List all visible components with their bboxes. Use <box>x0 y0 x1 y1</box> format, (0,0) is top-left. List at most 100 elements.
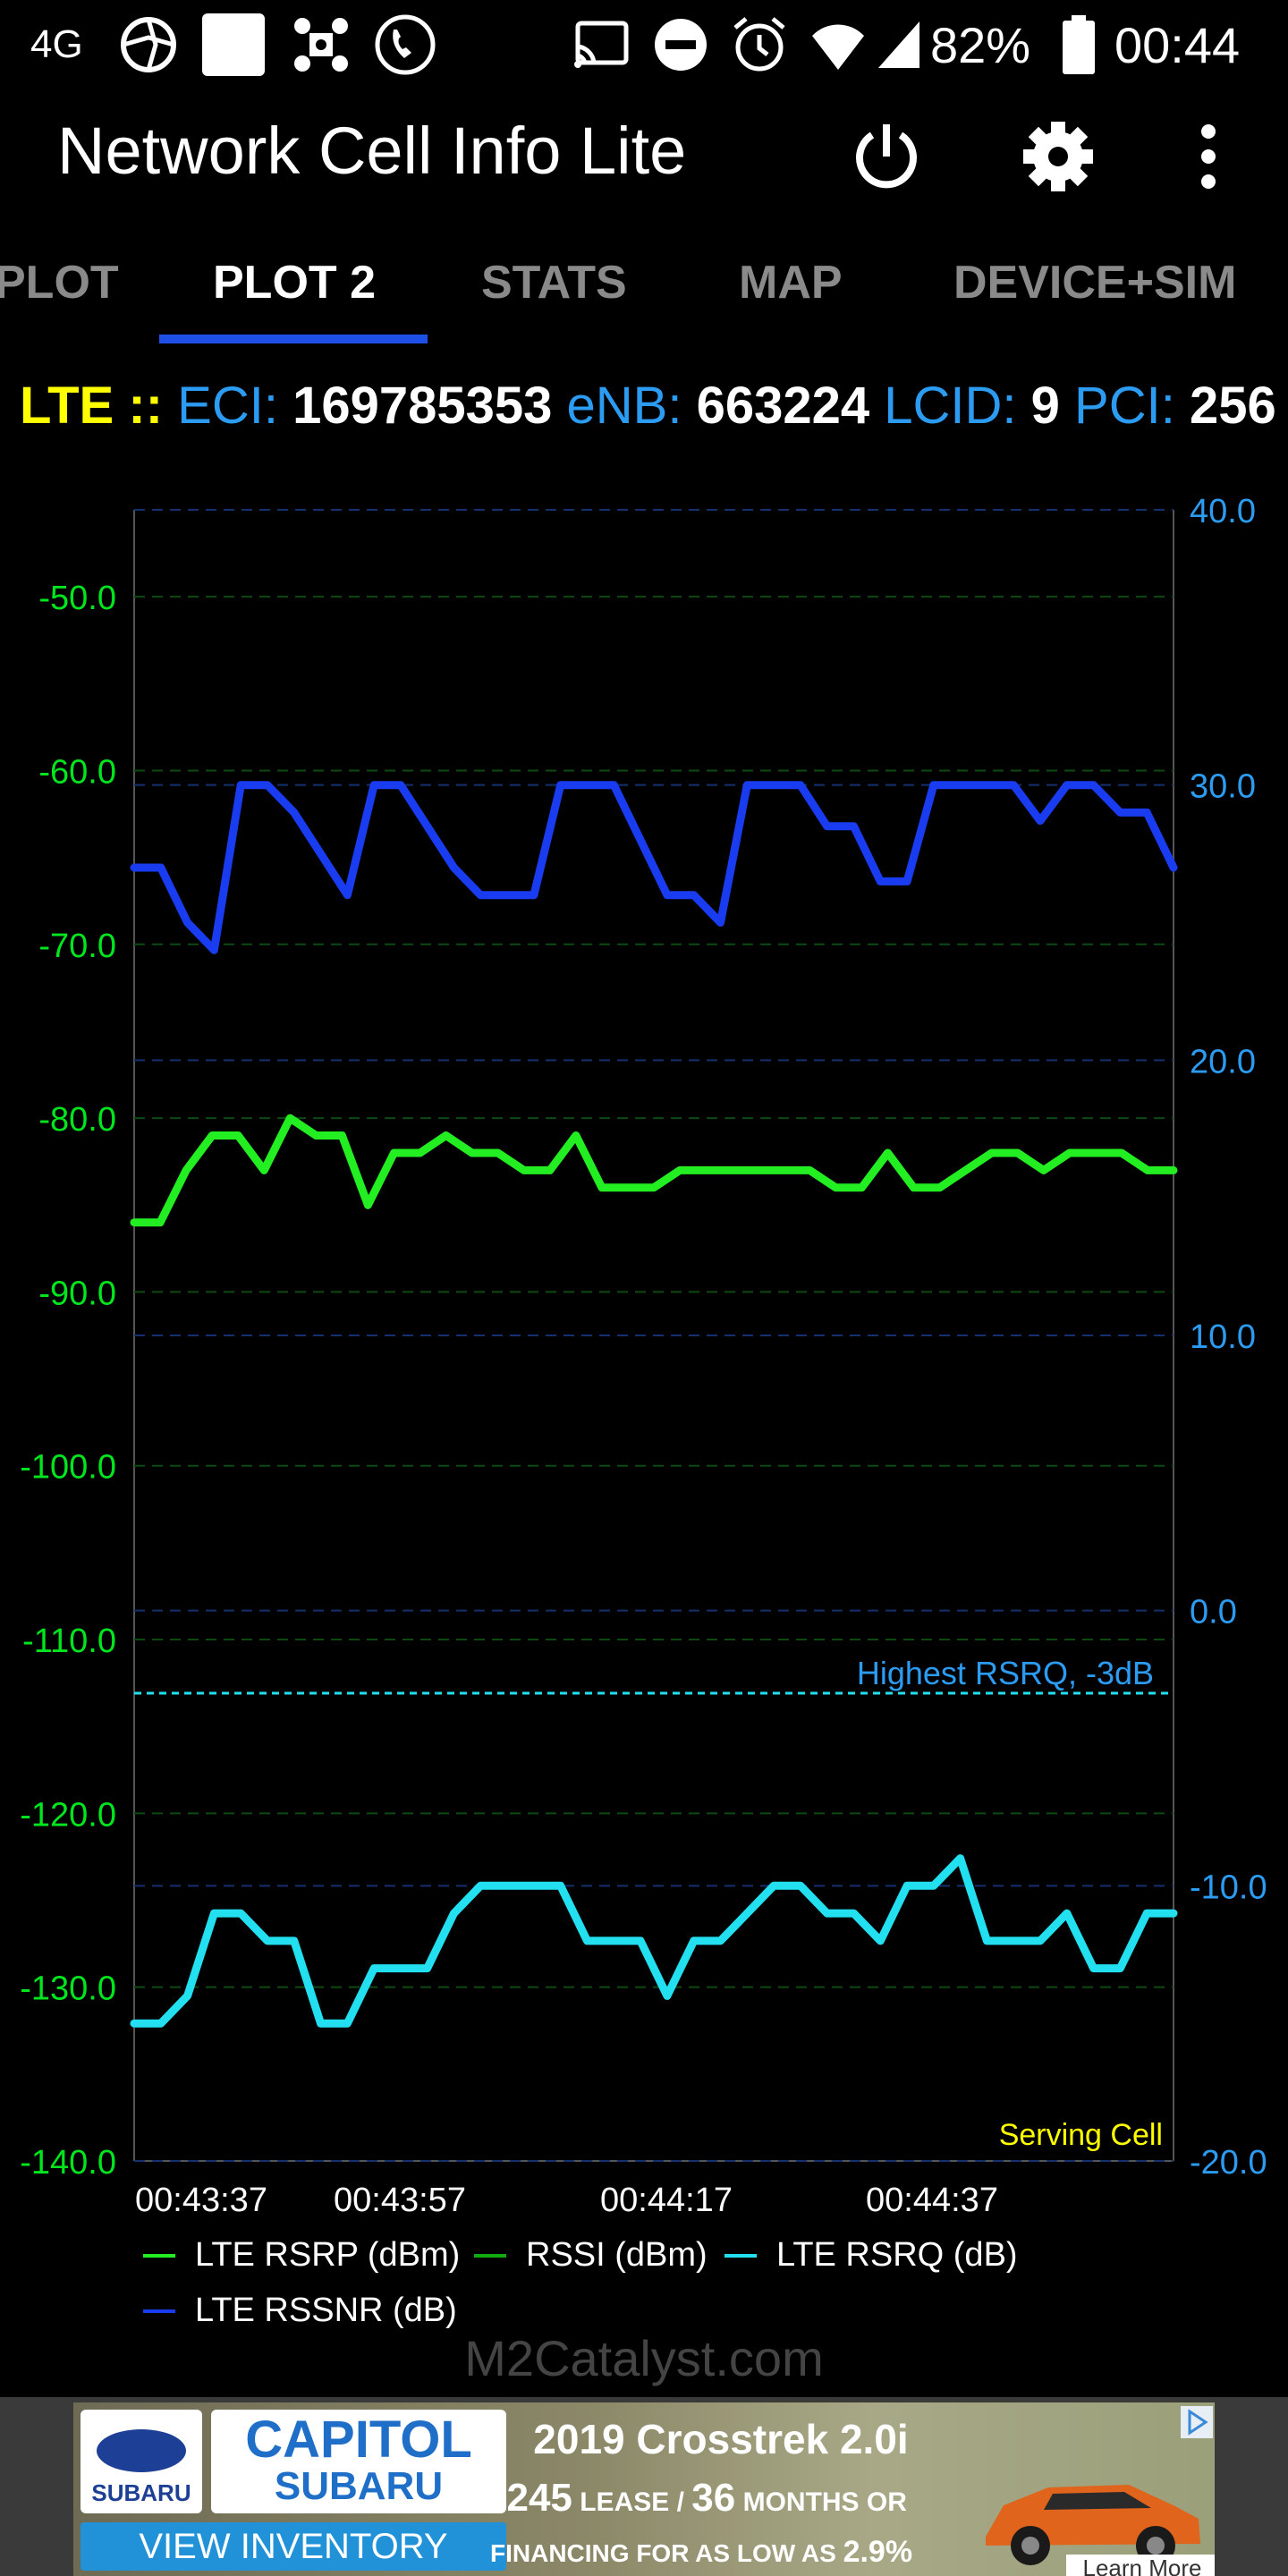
active-tab-indicator <box>159 335 428 343</box>
legend-swatch-rsrp <box>143 2253 175 2258</box>
ad-price: $245 <box>485 2476 572 2520</box>
network-type-text: 4G <box>30 22 83 66</box>
cell-info-line: LTE :: ECI: 169785353 eNB: 663224 LCID: … <box>20 376 1276 436</box>
signal-chart: -50.0 -60.0 -70.0 -80.0 -90.0 -100.0 -110.0 -12… <box>20 493 1267 2218</box>
wifi-calling-icon <box>374 14 436 75</box>
x-axis-tick: 00:44:37 <box>866 2182 998 2218</box>
right-axis-tick: 30.0 <box>1190 768 1256 806</box>
x-axis-tick: 00:44:17 <box>600 2182 733 2218</box>
settings-button[interactable] <box>1009 107 1107 206</box>
dealer-brand: CAPITOL SUBARU <box>211 2410 506 2513</box>
learn-more-button[interactable]: Learn More <box>1066 2555 1215 2576</box>
tech-separator: :: <box>128 377 164 435</box>
dealer-brand-line1: CAPITOL <box>245 2411 472 2469</box>
car-image <box>986 2485 1200 2565</box>
enb-label: eNB: <box>566 377 682 435</box>
ad-choices-icon[interactable] <box>1181 2406 1213 2438</box>
legend-label-rssi: RSSI (dBm) <box>526 2236 708 2274</box>
legend-label-rsrq: LTE RSRQ (dB) <box>776 2236 1018 2274</box>
wifi-icon <box>809 16 868 73</box>
ad-financing-text: FINANCING FOR AS LOW AS <box>490 2539 836 2567</box>
ad-rate: 2.9% <box>843 2535 913 2569</box>
subaru-logo-icon <box>97 2429 186 2472</box>
ad-financing: FINANCING FOR AS LOW AS 2.9% <box>490 2535 912 2570</box>
overflow-menu-button[interactable] <box>1159 107 1258 206</box>
legend-label-rsrp: LTE RSRP (dBm) <box>195 2236 461 2274</box>
left-axis-tick: -140.0 <box>20 2144 116 2182</box>
lcid-value: 9 <box>1030 377 1060 435</box>
left-axis-tick: -110.0 <box>22 1623 116 1660</box>
right-axis-tick: 0.0 <box>1190 1594 1237 1631</box>
subaru-logo-text: SUBARU <box>91 2479 191 2506</box>
ad-creative[interactable]: SUBARU CAPITOL SUBARU VIEW INVENTORY 201… <box>73 2402 1215 2576</box>
left-axis-tick: -120.0 <box>20 1796 116 1834</box>
ad-lease-text: LEASE / <box>580 2487 684 2517</box>
square-notification-icon <box>202 13 265 76</box>
legend-swatch-rsrq <box>724 2253 757 2258</box>
ad-months: 36 <box>691 2476 736 2520</box>
power-button[interactable] <box>837 107 936 206</box>
network-type-indicator: 4G <box>30 16 83 73</box>
tab-map[interactable]: MAP <box>739 257 843 309</box>
series-line-lte-rsrp-dbm <box>130 1114 1178 1227</box>
ad-months-text: MONTHS OR <box>742 2487 907 2517</box>
gear-icon <box>1023 122 1093 191</box>
left-axis-tick: -80.0 <box>38 1101 116 1139</box>
clock-text: 00:44 <box>1114 16 1241 73</box>
legend-swatch-rssnr <box>143 2309 175 2313</box>
right-axis-tick: 20.0 <box>1190 1043 1256 1080</box>
legend-label-rssnr: LTE RSSNR (dB) <box>195 2292 457 2329</box>
left-axis-tick: -70.0 <box>38 928 116 965</box>
highest-rsrq-label: Highest RSRQ, -3dB <box>857 1655 1154 1691</box>
aperture-icon <box>120 16 177 73</box>
subaru-logo: SUBARU <box>80 2410 202 2513</box>
eci-label: ECI: <box>177 377 278 435</box>
ad-headline: 2019 Crosstrek 2.0i <box>533 2416 909 2462</box>
tab-device-sim[interactable]: DEVICE+SIM <box>953 257 1237 309</box>
right-axis-tick: 10.0 <box>1190 1318 1256 1356</box>
tab-plot-2[interactable]: PLOT 2 <box>213 257 377 309</box>
tab-stats[interactable]: STATS <box>481 257 627 309</box>
battery-percent-text: 82% <box>930 16 1031 73</box>
battery-percent: 82% <box>930 16 1030 73</box>
power-icon <box>856 124 917 189</box>
tech-label: LTE <box>20 377 114 435</box>
legend-item-rsrp: LTE RSRP (dBm) <box>143 2236 460 2275</box>
left-axis-tick: -100.0 <box>20 1449 116 1487</box>
legend-item-rssnr: LTE RSSNR (dB) <box>143 2292 457 2330</box>
watermark: M2Catalyst.com <box>464 2330 824 2386</box>
app-title: Network Cell Info Lite <box>57 114 687 188</box>
right-axis-tick: 40.0 <box>1190 493 1256 530</box>
tab-bar: PLOT PLOT 2 STATS MAP DEVICE+SIM <box>0 242 1288 349</box>
left-axis-tick: -90.0 <box>38 1275 116 1312</box>
view-inventory-button[interactable]: VIEW INVENTORY <box>80 2522 506 2571</box>
left-axis-tick: -60.0 <box>38 753 116 791</box>
serving-cell-label: Serving Cell <box>999 2118 1163 2152</box>
dealer-brand-line2: SUBARU <box>274 2464 444 2508</box>
legend-swatch-rssi <box>474 2253 506 2258</box>
do-not-disturb-icon <box>653 16 708 73</box>
ad-lease-offer: $245 LEASE / 36 MONTHS OR <box>485 2476 907 2521</box>
left-axis-tick: -50.0 <box>38 580 116 617</box>
legend-item-rsrq: LTE RSRQ (dB) <box>724 2236 1018 2275</box>
pci-value: 256 <box>1189 377 1276 435</box>
tab-plot[interactable]: PLOT <box>0 257 119 309</box>
x-axis-tick: 00:43:37 <box>135 2182 267 2218</box>
app-bar: Network Cell Info Lite <box>0 98 1288 206</box>
right-axis-tick: -20.0 <box>1190 2144 1267 2182</box>
pci-label: PCI: <box>1074 377 1175 435</box>
ad-banner[interactable]: SUBARU CAPITOL SUBARU VIEW INVENTORY 201… <box>0 2397 1288 2576</box>
left-axis-tick: -130.0 <box>20 1970 116 2008</box>
alarm-icon <box>730 16 789 73</box>
legend-item-rssi: RSSI (dBm) <box>474 2236 708 2275</box>
series-line-lte-rssnr-db <box>130 781 1178 954</box>
right-axis-tick: -10.0 <box>1190 1868 1267 1906</box>
cast-icon <box>572 16 630 73</box>
status-bar: 4G 82% 00:44 <box>0 0 1288 89</box>
drone-icon <box>292 16 351 73</box>
series-line-lte-rsrq-db <box>130 1854 1178 2028</box>
battery-icon <box>1061 15 1097 74</box>
more-vert-icon <box>1201 124 1216 189</box>
clock: 00:44 <box>1114 16 1240 73</box>
eci-value: 169785353 <box>292 377 553 435</box>
